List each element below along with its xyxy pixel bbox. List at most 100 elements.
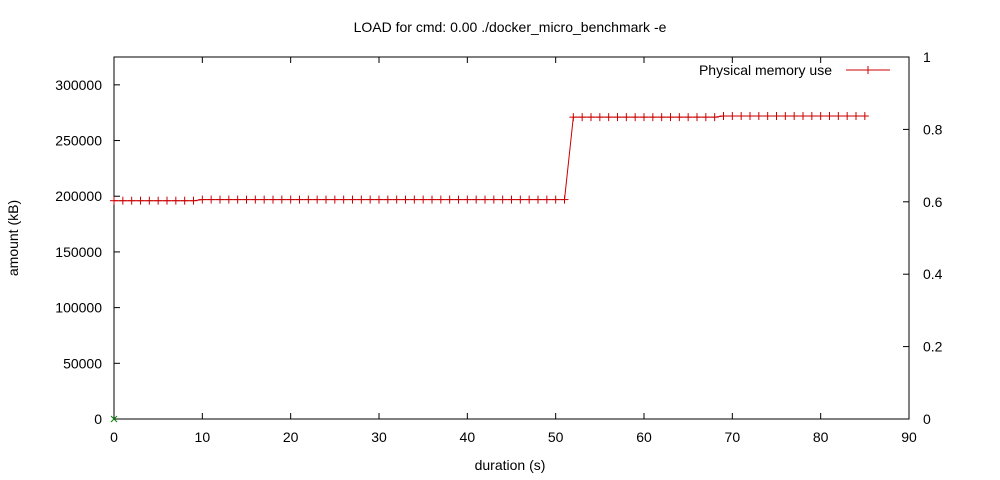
series-point bbox=[772, 112, 781, 121]
series-point bbox=[595, 113, 604, 122]
series-point bbox=[436, 195, 445, 204]
x-tick-label: 70 bbox=[725, 429, 741, 445]
series-point bbox=[419, 195, 428, 204]
series-point bbox=[799, 112, 807, 121]
y-tick-label: 50000 bbox=[63, 355, 102, 371]
series-point bbox=[542, 195, 551, 204]
series-point bbox=[693, 113, 701, 122]
x-tick-label: 40 bbox=[460, 429, 476, 445]
y2-tick-label: 0.8 bbox=[923, 121, 943, 137]
series-point bbox=[304, 195, 313, 204]
legend: Physical memory use bbox=[699, 62, 890, 78]
series-point bbox=[763, 112, 772, 121]
series-point bbox=[401, 195, 410, 204]
series-point bbox=[163, 196, 171, 205]
series-point bbox=[348, 195, 357, 204]
y2-tick-label: 1 bbox=[923, 49, 931, 65]
series-point bbox=[534, 195, 542, 204]
series-point bbox=[269, 195, 277, 204]
series-point bbox=[816, 112, 825, 121]
x-tick-label: 80 bbox=[813, 429, 829, 445]
chart-title: LOAD for cmd: 0.00 ./docker_micro_benchm… bbox=[354, 19, 667, 35]
series-point bbox=[366, 195, 375, 204]
series-point bbox=[860, 112, 869, 121]
series-point bbox=[375, 195, 383, 204]
series-point bbox=[392, 195, 401, 204]
series-point bbox=[790, 112, 799, 121]
x-axis-label: duration (s) bbox=[475, 457, 546, 473]
series-point bbox=[807, 112, 816, 121]
series-point bbox=[383, 195, 392, 204]
series-point bbox=[472, 195, 481, 204]
series-point bbox=[233, 195, 242, 204]
y-axis-label: amount (kB) bbox=[5, 200, 21, 276]
series-point bbox=[428, 195, 436, 204]
y2-tick-label: 0 bbox=[923, 411, 931, 427]
series-point bbox=[224, 195, 233, 204]
series-point bbox=[145, 196, 154, 205]
y-tick-label: 200000 bbox=[55, 188, 102, 204]
series-point bbox=[825, 112, 834, 121]
series-point bbox=[260, 195, 269, 204]
series-line-0 bbox=[114, 115, 865, 202]
series-point bbox=[445, 195, 454, 204]
series-point bbox=[127, 196, 136, 205]
series-point bbox=[631, 113, 640, 122]
series-point bbox=[525, 195, 534, 204]
series-point bbox=[781, 112, 790, 121]
y-axis: 0 50000 100000 150000 200000 250000 300000 bbox=[55, 77, 120, 427]
series-point bbox=[330, 195, 339, 204]
y-tick-label: 0 bbox=[94, 411, 102, 427]
series-point bbox=[754, 112, 763, 121]
series-point bbox=[657, 113, 666, 122]
y2-tick-label: 0.4 bbox=[923, 266, 943, 282]
x-tick-label: 50 bbox=[548, 429, 564, 445]
series-point bbox=[613, 113, 622, 122]
series-point bbox=[295, 195, 304, 204]
series-point bbox=[560, 195, 569, 204]
y-tick-label: 300000 bbox=[55, 77, 102, 93]
x-tick-label: 0 bbox=[110, 429, 118, 445]
series-point bbox=[313, 195, 322, 204]
series-point bbox=[640, 113, 648, 122]
series-point bbox=[666, 113, 675, 122]
series-point bbox=[189, 196, 198, 205]
series-point bbox=[242, 195, 251, 204]
series-point bbox=[207, 195, 216, 204]
series-point bbox=[516, 195, 525, 204]
series-point bbox=[710, 113, 719, 122]
series-point bbox=[684, 113, 693, 122]
series-point bbox=[551, 195, 560, 204]
series-point bbox=[746, 112, 754, 121]
series-point bbox=[498, 195, 507, 204]
series-point bbox=[357, 195, 366, 204]
series-point bbox=[489, 195, 498, 204]
plot-frame bbox=[113, 56, 910, 420]
x-tick-label: 10 bbox=[195, 429, 211, 445]
series-point bbox=[180, 196, 189, 205]
series-point bbox=[701, 113, 710, 122]
series-point bbox=[604, 113, 613, 122]
y2-tick-label: 0.6 bbox=[923, 194, 943, 210]
x-tick-label: 90 bbox=[901, 429, 917, 445]
series-point bbox=[118, 196, 127, 205]
x-tick-label: 20 bbox=[283, 429, 299, 445]
series-point bbox=[136, 196, 145, 205]
series-point bbox=[481, 195, 489, 204]
series-point bbox=[852, 112, 860, 121]
series-point bbox=[737, 112, 746, 121]
series-point bbox=[843, 112, 852, 121]
legend-label: Physical memory use bbox=[699, 62, 832, 78]
series-point bbox=[463, 195, 472, 204]
series-point bbox=[251, 195, 260, 204]
series-point bbox=[454, 195, 463, 204]
series-point bbox=[171, 196, 180, 205]
series-layer bbox=[110, 112, 869, 205]
secondary-point bbox=[110, 415, 118, 423]
series-point bbox=[198, 195, 207, 204]
series-point bbox=[339, 195, 348, 204]
y-tick-label: 250000 bbox=[55, 133, 102, 149]
plot-area bbox=[113, 56, 910, 420]
series-point bbox=[154, 196, 163, 205]
